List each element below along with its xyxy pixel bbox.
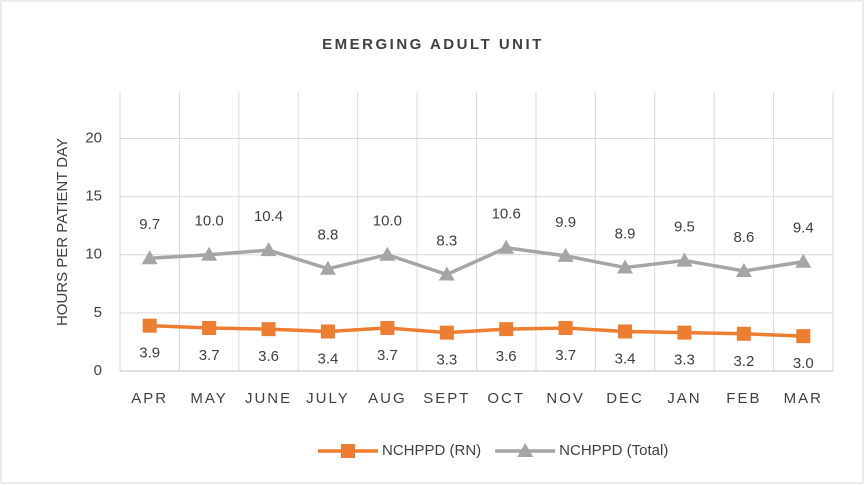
legend-marker bbox=[517, 443, 534, 457]
data-label: 10.4 bbox=[254, 208, 283, 225]
data-label: 3.9 bbox=[139, 345, 160, 362]
data-label: 8.6 bbox=[733, 229, 754, 246]
data-label: 3.4 bbox=[318, 350, 339, 367]
y-tick-label: 0 bbox=[94, 362, 102, 379]
data-point bbox=[796, 329, 811, 344]
data-label: 9.7 bbox=[139, 216, 160, 233]
data-label: 10.0 bbox=[373, 213, 402, 230]
data-label: 9.5 bbox=[674, 219, 695, 236]
data-point bbox=[261, 322, 276, 337]
data-point bbox=[557, 247, 574, 262]
x-tick-label: NOV bbox=[546, 390, 585, 407]
x-tick-label: JAN bbox=[667, 390, 701, 407]
data-point bbox=[380, 320, 395, 335]
data-point bbox=[141, 250, 158, 265]
x-tick-label: MAR bbox=[784, 390, 823, 407]
data-point bbox=[499, 322, 514, 337]
x-tick-label: JULY bbox=[306, 390, 350, 407]
data-point bbox=[735, 263, 752, 278]
data-point bbox=[379, 246, 396, 261]
data-point bbox=[617, 259, 634, 274]
data-point bbox=[677, 325, 692, 340]
data-label: 8.3 bbox=[436, 232, 457, 249]
data-point bbox=[142, 318, 157, 333]
y-tick-label: 5 bbox=[94, 304, 102, 321]
data-point bbox=[736, 326, 751, 341]
x-tick-label: SEPT bbox=[423, 390, 470, 407]
x-tick-label: OCT bbox=[487, 390, 525, 407]
data-label: 3.3 bbox=[436, 352, 457, 369]
data-point bbox=[319, 260, 336, 275]
legend-marker bbox=[341, 444, 355, 458]
data-label: 3.7 bbox=[199, 347, 220, 364]
legend-label: NCHPPD (Total) bbox=[559, 442, 668, 459]
x-tick-label: JUNE bbox=[245, 390, 292, 407]
data-point bbox=[260, 242, 277, 257]
data-label: 3.4 bbox=[615, 350, 636, 367]
data-point bbox=[202, 320, 217, 335]
data-point bbox=[795, 253, 812, 268]
data-label: 9.9 bbox=[555, 214, 576, 231]
data-point bbox=[320, 324, 335, 339]
legend-label: NCHPPD (RN) bbox=[382, 442, 481, 459]
series-line bbox=[149, 323, 804, 338]
data-label: 3.7 bbox=[377, 347, 398, 364]
data-label: 3.2 bbox=[733, 353, 754, 370]
x-tick-label: FEB bbox=[726, 390, 761, 407]
series-line bbox=[149, 245, 804, 277]
y-tick-label: 20 bbox=[85, 129, 102, 146]
data-label: 10.6 bbox=[492, 206, 521, 223]
x-tick-label: AUG bbox=[368, 390, 407, 407]
data-label: 3.7 bbox=[555, 347, 576, 364]
data-point bbox=[438, 266, 455, 281]
data-label: 3.6 bbox=[258, 348, 279, 365]
data-point bbox=[201, 246, 218, 261]
data-point bbox=[558, 320, 573, 335]
data-point bbox=[618, 324, 633, 339]
y-tick-label: 10 bbox=[85, 246, 102, 263]
y-tick-label: 15 bbox=[85, 188, 102, 205]
data-label: 8.9 bbox=[615, 226, 636, 243]
y-axis-label: HOURS PER PATIENT DAY bbox=[54, 138, 71, 326]
data-label: 3.6 bbox=[496, 348, 517, 365]
data-point bbox=[676, 252, 693, 267]
data-label: 10.0 bbox=[195, 213, 224, 230]
data-label: 3.3 bbox=[674, 352, 695, 369]
x-tick-label: DEC bbox=[606, 390, 644, 407]
data-label: 8.8 bbox=[318, 227, 339, 244]
data-label: 3.0 bbox=[793, 355, 814, 372]
data-point bbox=[439, 325, 454, 340]
data-label: 9.4 bbox=[793, 220, 814, 237]
chart-title: EMERGING ADULT UNIT bbox=[322, 36, 544, 53]
x-tick-label: APR bbox=[131, 390, 168, 407]
x-tick-label: MAY bbox=[190, 390, 227, 407]
data-point bbox=[498, 239, 515, 254]
